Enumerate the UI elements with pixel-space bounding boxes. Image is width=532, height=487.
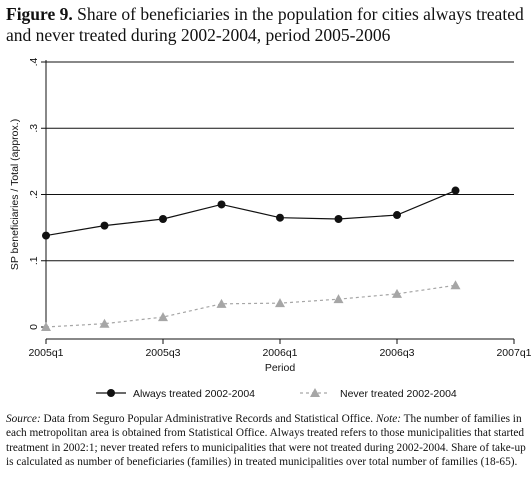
legend-label-0: Always treated 2002-2004 [133, 388, 255, 400]
series-0-point-1 [100, 221, 109, 230]
series-1-point-3 [216, 298, 227, 308]
series-line-1 [45, 284, 456, 328]
note-text: The number of families in each metropoli… [6, 413, 526, 468]
series-0-point-7 [451, 186, 460, 195]
series [41, 186, 461, 331]
figure-note: Source: Data from Seguro Popular Adminis… [6, 412, 530, 469]
y-axis-label: SP beneficiaries / Total (approx.) [9, 119, 21, 270]
y-tick-label-4: .4 [28, 57, 40, 66]
source-label: Source: [6, 413, 41, 425]
series-0-point-0 [42, 231, 50, 240]
series-line-0 [45, 189, 456, 237]
y-tick-label-3: .3 [28, 124, 40, 133]
x-tick-label-3: 2006q3 [379, 347, 414, 359]
series-0-point-2 [159, 215, 167, 224]
x-tick-label-0: 2005q1 [28, 347, 63, 359]
series-1-point-1 [99, 318, 110, 328]
figure-label: Figure 9. [6, 4, 73, 24]
legend-marker-0 [107, 389, 115, 397]
series-0-point-5 [334, 215, 343, 224]
x-tick-label-1: 2005q3 [145, 347, 180, 359]
legend-marker-1 [310, 388, 320, 397]
figure-title-text: Share of beneficiaries in the population… [6, 4, 524, 45]
legend: Always treated 2002-2004 Never treated 20… [96, 388, 457, 400]
series-1-point-5 [333, 294, 344, 304]
gridlines [46, 61, 514, 262]
note-label: Note: [375, 413, 402, 425]
series-0-point-6 [393, 211, 401, 220]
series-1-point-2 [158, 312, 168, 322]
y-tick-label-1: .1 [28, 256, 40, 265]
figure-title: Figure 9. Share of beneficiaries in the … [6, 4, 526, 46]
series-1-point-7 [450, 280, 461, 290]
y-tick-label-2: .2 [28, 190, 40, 199]
series-1-point-4 [275, 298, 285, 308]
y-tick-label-0: 0 [28, 324, 40, 330]
series-1-point-0 [41, 322, 51, 331]
x-axis-label: Period [265, 362, 296, 374]
axes: 0 .1 .2 .3 .4 SP beneficiaries / Total (appro… [9, 57, 532, 374]
x-tick-label-2: 2006q1 [262, 347, 297, 359]
series-0-point-3 [217, 200, 226, 209]
series-0-point-4 [276, 213, 284, 222]
series-1-point-6 [392, 288, 402, 298]
x-tick-label-4: 2007q1 [496, 347, 531, 359]
legend-label-1: Never treated 2002-2004 [340, 388, 457, 400]
source-text: Data from Seguro Popular Administrative … [43, 413, 374, 425]
